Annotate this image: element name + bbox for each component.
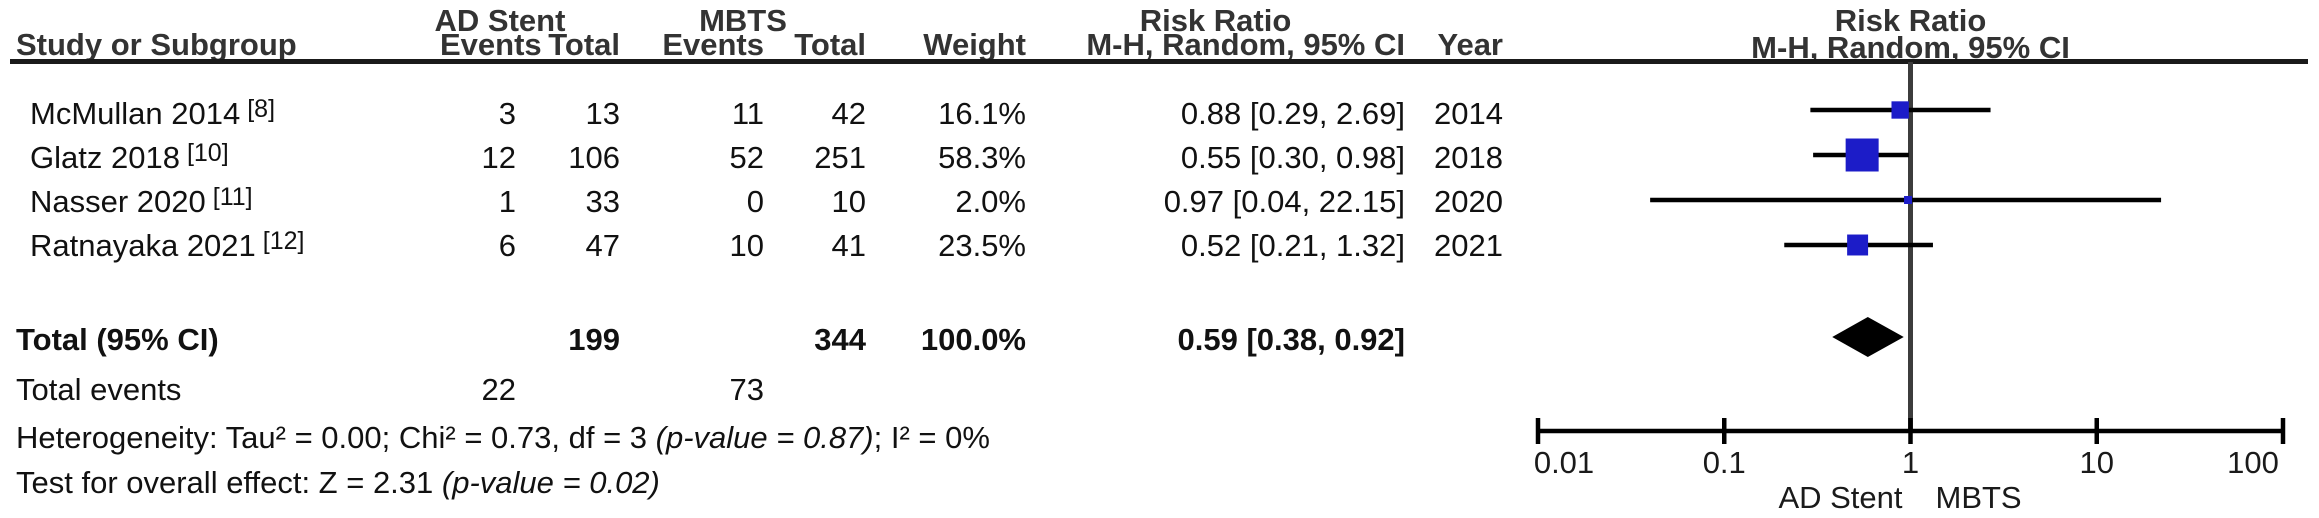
header-separator-line — [10, 59, 2308, 64]
total-control: 42 — [831, 96, 866, 131]
effect-square — [1904, 196, 1913, 204]
total-events-treatment: 22 — [481, 372, 516, 407]
total-control: 10 — [831, 184, 866, 219]
study-name: Ratnayaka 2021 — [30, 228, 256, 263]
study-name: McMullan 2014 — [30, 96, 241, 131]
study-ref: [12] — [262, 227, 305, 255]
total-treatment: 13 — [585, 96, 620, 131]
total-control: 41 — [831, 228, 866, 263]
study-ref: [11] — [212, 183, 253, 211]
total-row: Total (95% CI) 199 344 100.0% 0.59 [0.38… — [0, 318, 1503, 362]
axis-tick-label: 1 — [1902, 445, 1919, 480]
col-header-weight: Weight — [923, 27, 1026, 62]
events-treatment: 12 — [481, 140, 516, 175]
table-risk-ratio-header: Risk Ratio — [1139, 3, 1292, 38]
study-ref: [10] — [186, 139, 229, 167]
weight: 58.3% — [938, 140, 1026, 175]
total-events-row: Total events 22 73 — [0, 368, 1503, 412]
col-header-events-control: Events — [662, 27, 764, 62]
pooled-diamond — [1832, 317, 1904, 357]
favours-left-label: AD Stent — [1778, 480, 1902, 515]
overall-effect-line: Test for overall effect: Z = 2.31 (p-val… — [16, 465, 660, 500]
favours-right-label: MBTS — [1936, 480, 2022, 515]
events-control: 10 — [729, 228, 764, 263]
plot-subtitle: M-H, Random, 95% CI — [1751, 30, 2070, 65]
events-treatment: 3 — [498, 96, 516, 131]
weight: 23.5% — [938, 228, 1026, 263]
col-header-events-treatment: Events — [440, 27, 542, 62]
table-row: Ratnayaka 2021 [12] 6 47 10 41 23.5% 0.52… — [0, 224, 1503, 268]
plot-title: Risk Ratio — [1834, 3, 1987, 38]
column-header-row: Study or Subgroup Events Total Events To… — [0, 27, 1503, 62]
events-control: 11 — [731, 96, 764, 131]
total-events-label: Total events — [16, 372, 182, 407]
col-header-rr-ci: M-H, Random, 95% CI — [1086, 27, 1405, 62]
risk-ratio-ci: 0.52 [0.21, 1.32] — [1180, 228, 1405, 263]
col-header-year: Year — [1437, 27, 1503, 62]
total-treatment: 106 — [568, 140, 620, 175]
year: 2018 — [1434, 140, 1503, 175]
total-control: 251 — [814, 140, 866, 175]
weight: 16.1% — [938, 96, 1026, 131]
weight: 2.0% — [955, 184, 1026, 219]
group-header-control: MBTS — [699, 3, 787, 38]
events-treatment: 6 — [498, 228, 516, 263]
events-treatment: 1 — [498, 184, 516, 219]
risk-ratio-ci: 0.88 [0.29, 2.69] — [1180, 96, 1405, 131]
year: 2020 — [1434, 184, 1503, 219]
col-header-total-control: Total — [794, 27, 866, 62]
axis-tick-label: 100 — [2227, 445, 2279, 480]
effect-square — [1845, 138, 1879, 172]
axis-tick-label: 10 — [2080, 445, 2114, 480]
risk-ratio-ci: 0.97 [0.04, 22.15] — [1163, 184, 1405, 219]
study-name: Nasser 2020 — [30, 184, 206, 219]
table-row: Glatz 2018 [10] 12 106 52 251 58.3% 0.55 … — [0, 136, 1503, 180]
total-label: Total (95% CI) — [16, 322, 219, 357]
total-treatment: 47 — [585, 228, 620, 263]
total-treatment: 33 — [585, 184, 620, 219]
axis-tick-label: 0.1 — [1703, 445, 1746, 480]
heterogeneity-line: Heterogeneity: Tau² = 0.00; Chi² = 0.73,… — [16, 420, 990, 455]
risk-ratio-ci: 0.55 [0.30, 0.98] — [1180, 140, 1405, 175]
total-events-control: 73 — [729, 372, 764, 407]
events-control: 0 — [746, 184, 764, 219]
total-risk-ratio-ci: 0.59 [0.38, 0.92] — [1177, 322, 1406, 357]
total-weight: 100.0% — [920, 322, 1026, 357]
axis-tick-label: 0.01 — [1534, 445, 1594, 480]
events-control: 52 — [729, 140, 764, 175]
year: 2021 — [1434, 228, 1503, 263]
year: 2014 — [1434, 96, 1503, 131]
total-control-n: 344 — [814, 322, 866, 357]
total-treatment-n: 199 — [568, 322, 620, 357]
study-ref: [8] — [247, 95, 276, 123]
table-row: McMullan 2014 [8] 3 13 11 42 16.1% 0.88 [… — [0, 92, 1503, 136]
group-header-treatment: AD Stent — [434, 3, 566, 38]
col-header-study: Study or Subgroup — [16, 27, 297, 62]
study-name: Glatz 2018 — [30, 140, 180, 175]
effect-square — [1847, 234, 1869, 256]
col-header-total-treatment: Total — [548, 27, 620, 62]
table-row: Nasser 2020 [11] 1 33 0 10 2.0% 0.97 [0.0… — [0, 180, 1503, 224]
effect-square — [1891, 101, 1909, 119]
